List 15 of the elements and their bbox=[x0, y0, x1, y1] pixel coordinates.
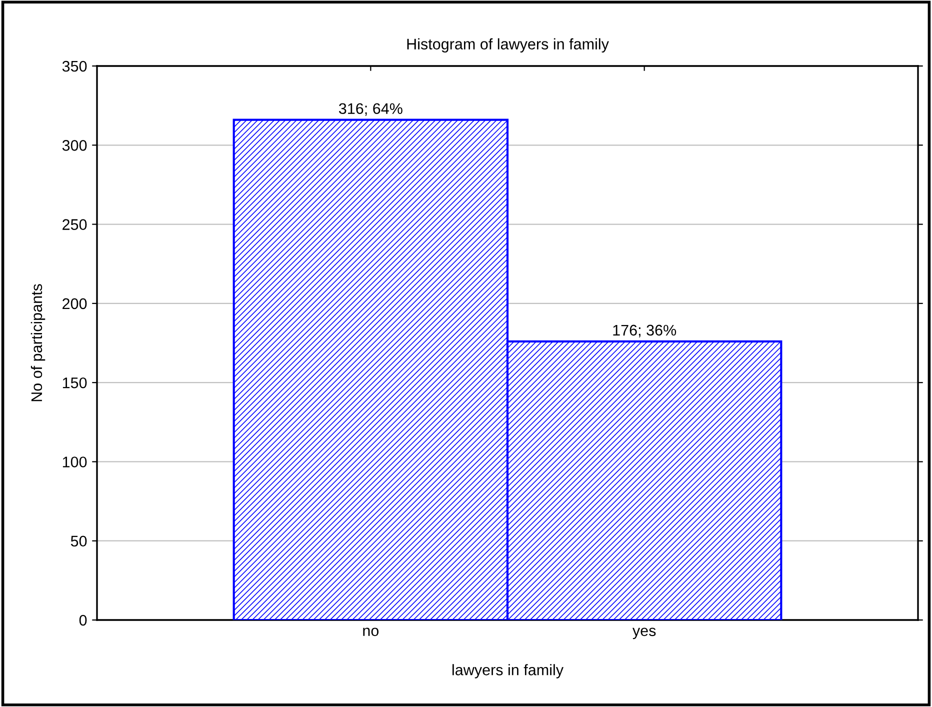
y-tick-label: 0 bbox=[79, 614, 87, 626]
x-tick-label: yes bbox=[632, 628, 656, 640]
y-tick-label: 200 bbox=[62, 298, 87, 310]
chart-title: Histogram of lawyers in family bbox=[407, 38, 609, 53]
y-tick-label: 350 bbox=[62, 60, 87, 72]
data-label: 176; 36% bbox=[613, 324, 676, 338]
y-tick-label: 250 bbox=[62, 219, 87, 230]
y-tick-label: 300 bbox=[62, 140, 87, 151]
y-tick-label: 50 bbox=[70, 536, 87, 547]
y-axis-title: No of participants bbox=[30, 284, 46, 402]
x-axis-title: lawyers in family bbox=[452, 664, 564, 678]
y-tick-label: 100 bbox=[62, 456, 87, 468]
x-tick-label: no bbox=[363, 628, 379, 636]
y-tick-label: 150 bbox=[62, 377, 87, 388]
data-label: 316; 64% bbox=[338, 103, 402, 116]
